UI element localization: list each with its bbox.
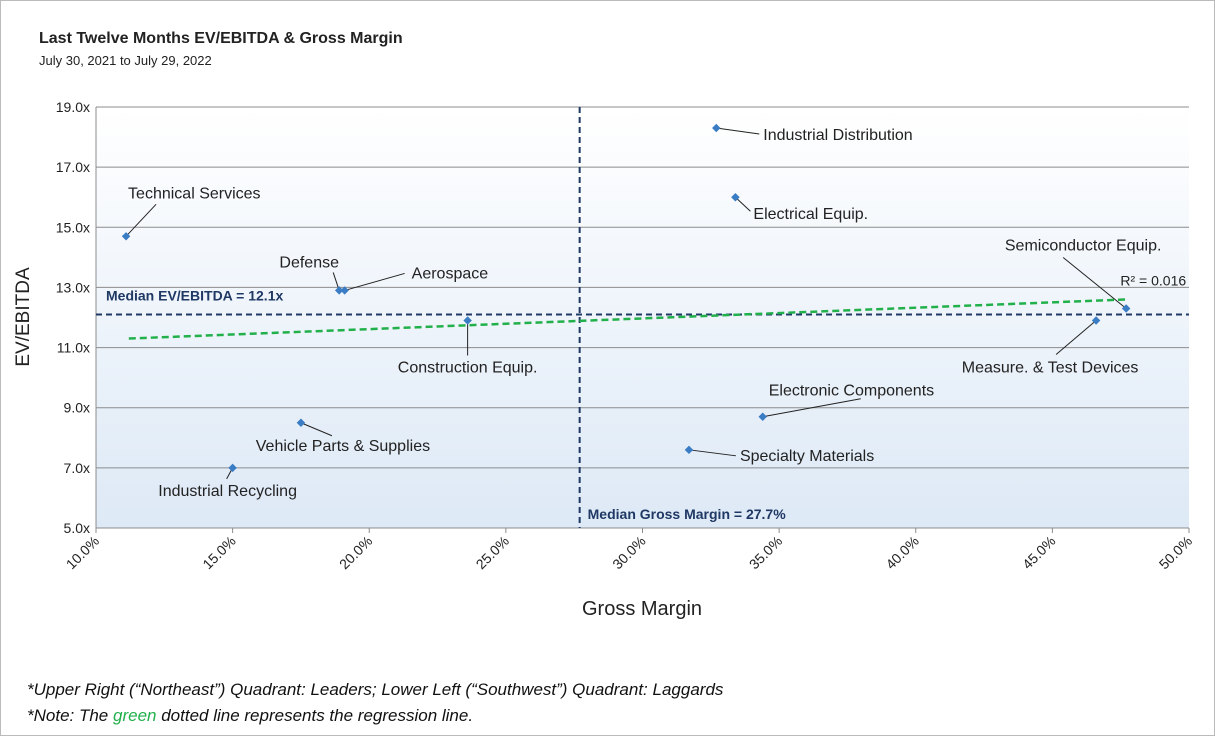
x-tick-label: 15.0%	[199, 533, 238, 572]
label-connector	[300, 422, 333, 437]
label-connector	[688, 449, 737, 457]
label-connector	[125, 203, 157, 237]
label-connector	[735, 196, 751, 212]
point-label: Construction Equip.	[398, 360, 538, 377]
note: *Note: The green dotted line represents …	[27, 703, 723, 729]
y-tick-label: 9.0x	[64, 400, 90, 416]
note-text: dotted line represents the regression li…	[156, 706, 474, 725]
y-tick-label: 7.0x	[64, 460, 90, 476]
x-tick-label: 30.0%	[609, 533, 648, 572]
note: *Upper Right (“Northeast”) Quadrant: Lea…	[27, 680, 724, 699]
y-tick-label: 5.0x	[64, 520, 90, 536]
y-tick-label: 17.0x	[56, 159, 90, 175]
y-tick-label: 19.0x	[56, 99, 90, 115]
x-axis-title: Gross Margin	[582, 598, 702, 620]
point	[121, 232, 131, 241]
x-tick-label: 45.0%	[1019, 533, 1058, 572]
x-tick-label: 25.0%	[473, 533, 512, 572]
point	[334, 286, 344, 295]
x-tick-label: 20.0%	[336, 533, 375, 572]
chart-subtitle: July 30, 2021 to July 29, 2022	[39, 53, 212, 68]
point	[1091, 316, 1101, 325]
chart-title: Last Twelve Months EV/EBITDA & Gross Mar…	[39, 30, 403, 47]
y-tick-label: 11.0x	[57, 340, 90, 356]
point	[296, 418, 306, 427]
point	[758, 412, 767, 421]
point	[684, 445, 694, 455]
x-tick-label: 35.0%	[746, 533, 785, 572]
chart: Last Twelve Months EV/EBITDA & Gross Mar…	[13, 30, 1195, 620]
point-label: Aerospace	[412, 265, 489, 282]
label-connector	[762, 398, 861, 418]
y-tick-label: 13.0x	[56, 279, 90, 295]
label-connector	[716, 127, 760, 135]
y-tick-label: 15.0x	[56, 219, 90, 235]
point	[340, 286, 349, 295]
point-label: Industrial Recycling	[158, 483, 297, 500]
y-axis-title: EV/EBITDA	[13, 267, 34, 367]
point-label: Vehicle Parts & Supplies	[256, 438, 430, 455]
median-label: Median Gross Margin = 27.7%	[588, 506, 787, 522]
point-label: Defense	[279, 254, 339, 271]
label-connector	[1055, 320, 1097, 355]
x-tick-label: 40.0%	[882, 533, 921, 572]
point-label: Industrial Distribution	[763, 127, 912, 144]
point-label: Electronic Components	[769, 383, 934, 400]
plot-area	[96, 107, 1189, 528]
note-text: *Note: The	[27, 706, 113, 725]
x-tick-label: 10.0%	[63, 533, 102, 572]
note-highlight: green	[113, 706, 157, 725]
label-connector	[344, 272, 405, 291]
point	[463, 316, 472, 325]
median-label: Median EV/EBITDA = 12.1x	[106, 287, 283, 303]
point-label: Electrical Equip.	[753, 206, 868, 223]
regression-line	[128, 298, 1127, 340]
point	[1121, 304, 1131, 313]
x-tick-label: 50.0%	[1156, 533, 1195, 572]
point-label: Technical Services	[128, 185, 261, 202]
point-label: Semiconductor Equip.	[1005, 237, 1162, 254]
point-label: Specialty Materials	[740, 448, 874, 465]
point	[228, 463, 237, 473]
notes: *Upper Right (“Northeast”) Quadrant: Lea…	[27, 677, 723, 729]
point-label: Measure. & Test Devices	[962, 360, 1139, 377]
r-squared: R² = 0.016	[1120, 272, 1186, 288]
label-connector	[1062, 257, 1127, 309]
